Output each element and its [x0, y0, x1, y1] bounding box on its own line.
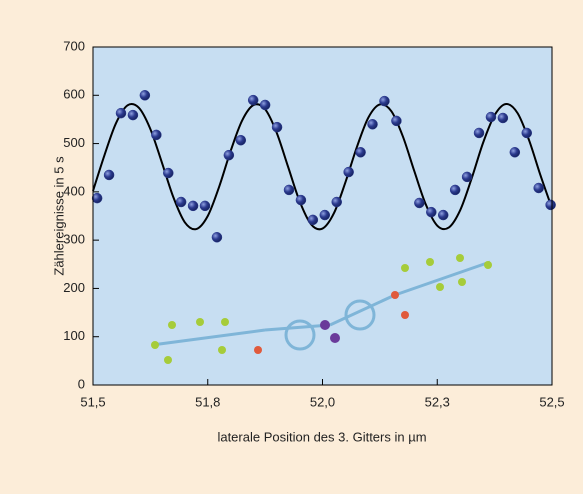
data-point [367, 119, 378, 130]
data-point [461, 171, 473, 183]
x-tick-label: 52,0 [310, 394, 335, 409]
y-tick-label: 0 [78, 376, 85, 391]
data-point [271, 121, 283, 133]
data-point [151, 129, 162, 141]
data-point [103, 169, 115, 181]
y-tick-label: 700 [63, 38, 85, 53]
data-point [115, 107, 127, 119]
data-point [437, 209, 449, 221]
data-point [509, 147, 521, 158]
y-tick-label: 600 [63, 87, 85, 102]
y-tick-label: 100 [63, 328, 85, 343]
data-point [449, 184, 461, 196]
x-tick-label: 51,5 [80, 394, 105, 409]
data-point [247, 94, 259, 106]
data-point [414, 197, 425, 209]
data-point [127, 109, 139, 121]
data-point [223, 149, 235, 161]
data-point [187, 200, 199, 212]
data-point [485, 111, 497, 123]
y-tick-label: 300 [63, 232, 85, 247]
data-point [235, 134, 247, 146]
data-point [319, 209, 331, 221]
data-point [521, 127, 533, 139]
data-point [139, 90, 151, 101]
data-point [283, 184, 295, 196]
y-tick-label: 200 [63, 280, 85, 295]
data-point [211, 231, 223, 243]
data-point [497, 112, 509, 124]
y-tick-label: 400 [63, 183, 85, 198]
x-tick-label: 52,3 [425, 394, 450, 409]
data-point [163, 167, 174, 179]
data-point [295, 194, 307, 206]
data-point [355, 147, 366, 158]
data-point [91, 192, 103, 204]
plot-frame [92, 46, 553, 386]
data-point [391, 115, 402, 127]
x-tick-label: 51,8 [195, 394, 220, 409]
data-point [379, 95, 390, 107]
x-axis-title: laterale Position des 3. Gitters in µm [217, 429, 426, 444]
x-tick-label: 52,5 [539, 394, 564, 409]
data-point [259, 99, 271, 111]
data-point [343, 166, 354, 178]
y-axis-title: Zählereignisse in 5 s [51, 156, 66, 276]
data-point [533, 182, 544, 194]
data-point [307, 214, 319, 226]
data-point [426, 206, 437, 218]
fit-line [92, 102, 553, 231]
data-point [199, 200, 211, 212]
data-point [331, 196, 342, 208]
data-point [175, 196, 187, 208]
molecule-illustration [151, 254, 492, 364]
y-tick-label: 500 [63, 135, 85, 150]
data-point [473, 127, 485, 139]
data-point [545, 199, 556, 211]
